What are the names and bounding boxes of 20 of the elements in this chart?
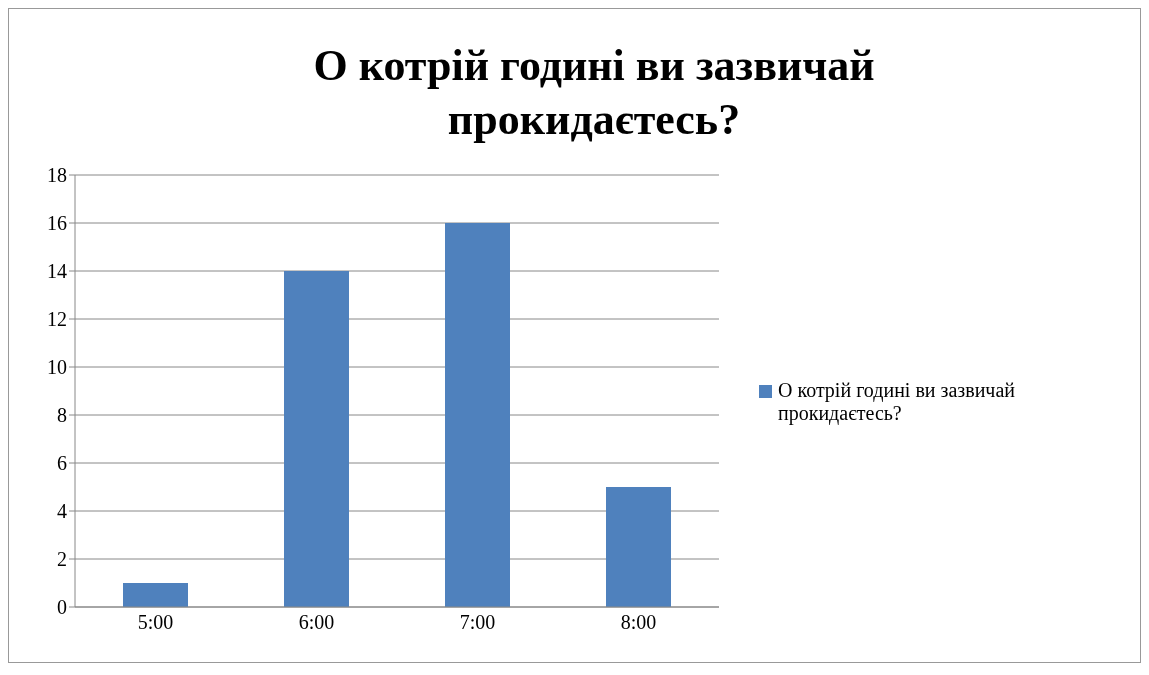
bar <box>123 583 188 607</box>
y-tick-label: 4 <box>57 500 67 523</box>
y-tick-label: 10 <box>47 356 67 379</box>
y-tick-label: 12 <box>47 308 67 331</box>
y-tick-label: 14 <box>47 260 67 283</box>
bar <box>606 487 671 607</box>
chart-title: О котрій годині ви зазвичай прокидаєтесь? <box>312 40 876 146</box>
legend-label: О котрій годині ви зазвичай прокидаєтесь? <box>778 379 1016 425</box>
y-tick-label: 16 <box>47 212 67 235</box>
y-tick-label: 18 <box>47 164 67 187</box>
x-tick-label: 5:00 <box>137 611 174 634</box>
y-tick-label: 6 <box>57 452 67 475</box>
x-tick-label: 8:00 <box>620 611 657 634</box>
y-tick-label: 2 <box>57 548 67 571</box>
bar <box>445 223 510 607</box>
x-tick-label: 7:00 <box>459 611 496 634</box>
y-tick-label: 8 <box>57 404 67 427</box>
y-tick-label: 0 <box>57 596 67 619</box>
bar <box>284 271 349 607</box>
x-tick-label: 6:00 <box>298 611 335 634</box>
